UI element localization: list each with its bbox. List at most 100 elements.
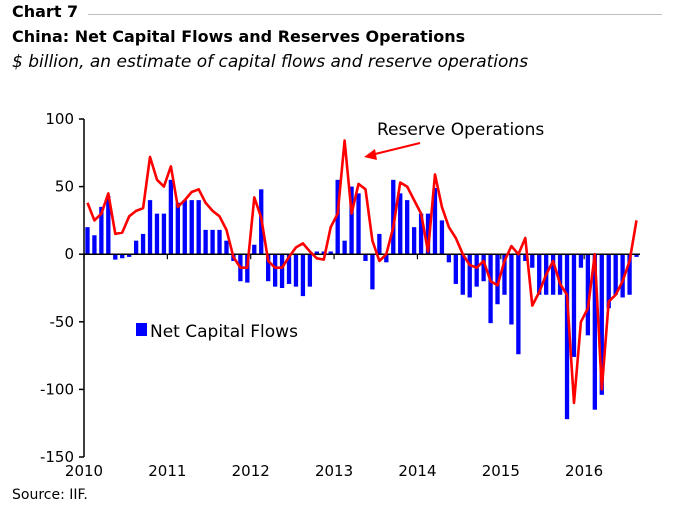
net-capital-flows-bar bbox=[592, 254, 597, 410]
y-tick-label: 50 bbox=[55, 178, 74, 196]
net-capital-flows-bar bbox=[537, 254, 542, 295]
net-capital-flows-bar bbox=[252, 244, 257, 255]
net-capital-flows-bar bbox=[196, 200, 201, 255]
net-capital-flows-bar bbox=[279, 254, 285, 288]
y-tick-label: 0 bbox=[64, 245, 74, 263]
net-capital-flows-bar bbox=[85, 227, 90, 255]
x-tick-label: 2015 bbox=[482, 462, 520, 480]
net-capital-flows-bar bbox=[530, 254, 535, 268]
net-capital-flows-bar bbox=[300, 254, 306, 297]
x-tick-label: 2016 bbox=[565, 462, 603, 480]
x-tick-label: 2012 bbox=[232, 462, 270, 480]
reserve-operations-annotation: Reserve Operations bbox=[377, 120, 544, 140]
net-capital-flows-bar bbox=[571, 254, 577, 357]
net-capital-flows-bar bbox=[168, 179, 174, 255]
y-ticks: 100 50 0 -50 -100 -150 bbox=[40, 110, 84, 466]
net-capital-flows-bar bbox=[377, 233, 382, 255]
net-capital-flows-bar bbox=[342, 240, 347, 255]
y-tick-label: -100 bbox=[40, 380, 74, 398]
net-capital-flows-bar bbox=[321, 251, 326, 255]
net-capital-flows-bar bbox=[453, 254, 458, 284]
net-capital-flows-bar bbox=[140, 233, 146, 255]
net-capital-flows-bar bbox=[335, 179, 340, 255]
net-capital-flows-bar bbox=[349, 186, 354, 255]
axes bbox=[83, 119, 640, 457]
net-capital-flows-bar bbox=[585, 254, 591, 336]
bar-series bbox=[85, 179, 639, 420]
net-capital-flows-bar bbox=[411, 227, 417, 255]
net-capital-flows-bar bbox=[502, 254, 507, 295]
x-tick-label: 2010 bbox=[65, 462, 103, 480]
net-capital-flows-bar bbox=[474, 254, 479, 287]
net-capital-flows-bar bbox=[224, 240, 229, 255]
net-capital-flows-bar bbox=[439, 220, 445, 255]
net-capital-flows-bar bbox=[120, 254, 125, 259]
net-capital-flows-bar bbox=[161, 213, 167, 255]
net-capital-flows-bar bbox=[133, 240, 139, 255]
net-capital-flows-bar bbox=[578, 254, 584, 268]
net-capital-flows-bar bbox=[203, 229, 208, 255]
net-capital-flows-bar bbox=[523, 254, 528, 261]
net-capital-flows-bar bbox=[509, 254, 514, 325]
net-capital-flows-bar bbox=[106, 196, 111, 255]
net-capital-flows-bar bbox=[293, 254, 299, 287]
legend-label-net-capital-flows: Net Capital Flows bbox=[150, 322, 298, 342]
net-capital-flows-bar bbox=[370, 254, 375, 290]
net-capital-flows-bar bbox=[272, 254, 278, 287]
net-capital-flows-bar bbox=[599, 254, 604, 395]
x-tick-label: 2011 bbox=[148, 462, 186, 480]
net-capital-flows-bar bbox=[564, 254, 570, 420]
net-capital-flows-bar bbox=[182, 200, 187, 255]
net-capital-flows-bar bbox=[627, 254, 632, 295]
net-capital-flows-bar bbox=[147, 200, 153, 255]
net-capital-flows-bar bbox=[446, 254, 452, 263]
net-capital-flows-bar bbox=[286, 254, 292, 284]
net-capital-flows-bar bbox=[606, 254, 611, 309]
net-capital-flows-bar bbox=[154, 213, 160, 255]
net-capital-flows-bar bbox=[175, 202, 180, 255]
net-capital-flows-bar bbox=[384, 254, 389, 263]
net-capital-flows-bar bbox=[405, 200, 410, 255]
chart-number: Chart 7 bbox=[12, 2, 79, 21]
net-capital-flows-bar bbox=[391, 179, 396, 255]
net-capital-flows-bar bbox=[99, 206, 104, 255]
x-tick-label: 2014 bbox=[398, 462, 436, 480]
net-capital-flows-bar bbox=[356, 193, 361, 255]
net-capital-flows-bar bbox=[266, 254, 271, 282]
source-note: Source: IIF. bbox=[12, 487, 88, 503]
net-capital-flows-bar bbox=[481, 254, 486, 282]
chart-title: China: Net Capital Flows and Reserves Op… bbox=[12, 27, 466, 46]
x-tick-label: 2013 bbox=[315, 462, 353, 480]
net-capital-flows-bar bbox=[495, 254, 500, 305]
net-capital-flows-bar bbox=[398, 193, 403, 255]
net-capital-flows-bar bbox=[113, 254, 118, 260]
net-capital-flows-bar bbox=[432, 187, 438, 255]
net-capital-flows-bar bbox=[210, 229, 215, 255]
net-capital-flows-bar bbox=[620, 254, 625, 298]
net-capital-flows-bar bbox=[92, 235, 97, 255]
net-capital-flows-bar bbox=[460, 254, 465, 295]
net-capital-flows-bar bbox=[550, 254, 556, 295]
net-capital-flows-bar bbox=[557, 254, 563, 295]
y-tick-label: -150 bbox=[40, 448, 74, 466]
net-capital-flows-bar bbox=[189, 200, 194, 255]
net-capital-flows-bar bbox=[314, 251, 319, 255]
legend-swatch-net-capital-flows bbox=[136, 323, 147, 336]
net-capital-flows-bar bbox=[634, 254, 639, 257]
net-capital-flows-bar bbox=[467, 254, 472, 298]
chart-subtitle: $ billion, an estimate of capital flows … bbox=[12, 52, 529, 72]
net-capital-flows-bar bbox=[425, 213, 431, 255]
net-capital-flows-bar bbox=[217, 229, 222, 255]
net-capital-flows-bar bbox=[328, 251, 333, 255]
net-capital-flows-bar bbox=[516, 254, 521, 355]
header-rule bbox=[88, 14, 662, 15]
net-capital-flows-bar bbox=[418, 213, 424, 255]
net-capital-flows-bar bbox=[488, 254, 493, 324]
x-ticks: 2010 2011 2012 2013 2014 2015 2016 bbox=[65, 254, 603, 480]
net-capital-flows-bar bbox=[127, 254, 132, 257]
net-capital-flows-bar bbox=[307, 254, 313, 287]
reserve-operations-line bbox=[86, 139, 638, 405]
net-capital-flows-bar bbox=[613, 254, 618, 295]
annotation-arrow bbox=[370, 142, 421, 156]
